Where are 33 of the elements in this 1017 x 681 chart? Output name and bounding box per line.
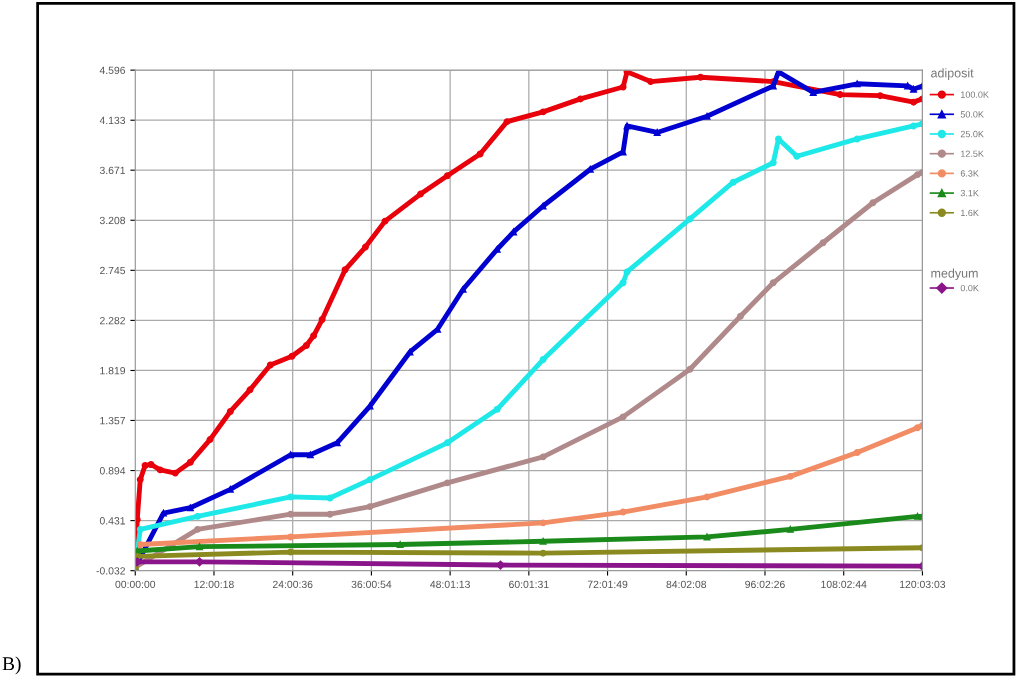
x-tick-label: 48:01:13 [430,580,470,589]
y-tick-label: 1.357 [100,416,126,425]
y-tick-label: 4.596 [99,66,126,75]
legend-label: 6.3K [960,170,979,177]
x-tick-label: 12:00:18 [194,580,234,589]
legend-title: adiposit [931,68,974,80]
y-tick-label: 1.819 [100,366,126,375]
x-tick-label: 24:00:36 [272,580,313,589]
legend-label: 100.0K [961,91,989,98]
text: B) [2,656,21,675]
y-tick-label: 2.282 [100,316,126,325]
legend-label: 12.5K [961,150,984,157]
y-tick-label: -0.032 [96,567,126,575]
x-tick-label: 60:01:31 [509,580,549,589]
x-tick-label: 00:00:00 [115,580,156,589]
x-tick-label: 84:02:08 [666,580,707,589]
x-tick-label: 96:02:26 [745,580,785,589]
legend-label: 1.6K [961,209,979,217]
y-tick-label: 3.671 [99,166,126,175]
y-tick-label: 0.894 [99,467,126,475]
legend-label: 25.0K [960,130,984,138]
legend-label: 3.1K [960,189,979,197]
legend-label: 50.0K [960,111,984,118]
y-tick-label: 3.208 [99,216,126,225]
y-tick-label: 2.745 [100,266,126,275]
y-tick-label: 4.133 [99,116,126,125]
legend-label: 0.0K [960,284,979,292]
y-tick-label: 0.431 [99,517,126,525]
x-tick-label: 108:02:44 [821,580,867,589]
x-tick-label: 72:01:49 [587,580,628,589]
x-tick-label: 120:03:03 [900,580,946,589]
text: medyum [931,268,978,281]
x-tick-label: 36:00:54 [351,580,392,589]
